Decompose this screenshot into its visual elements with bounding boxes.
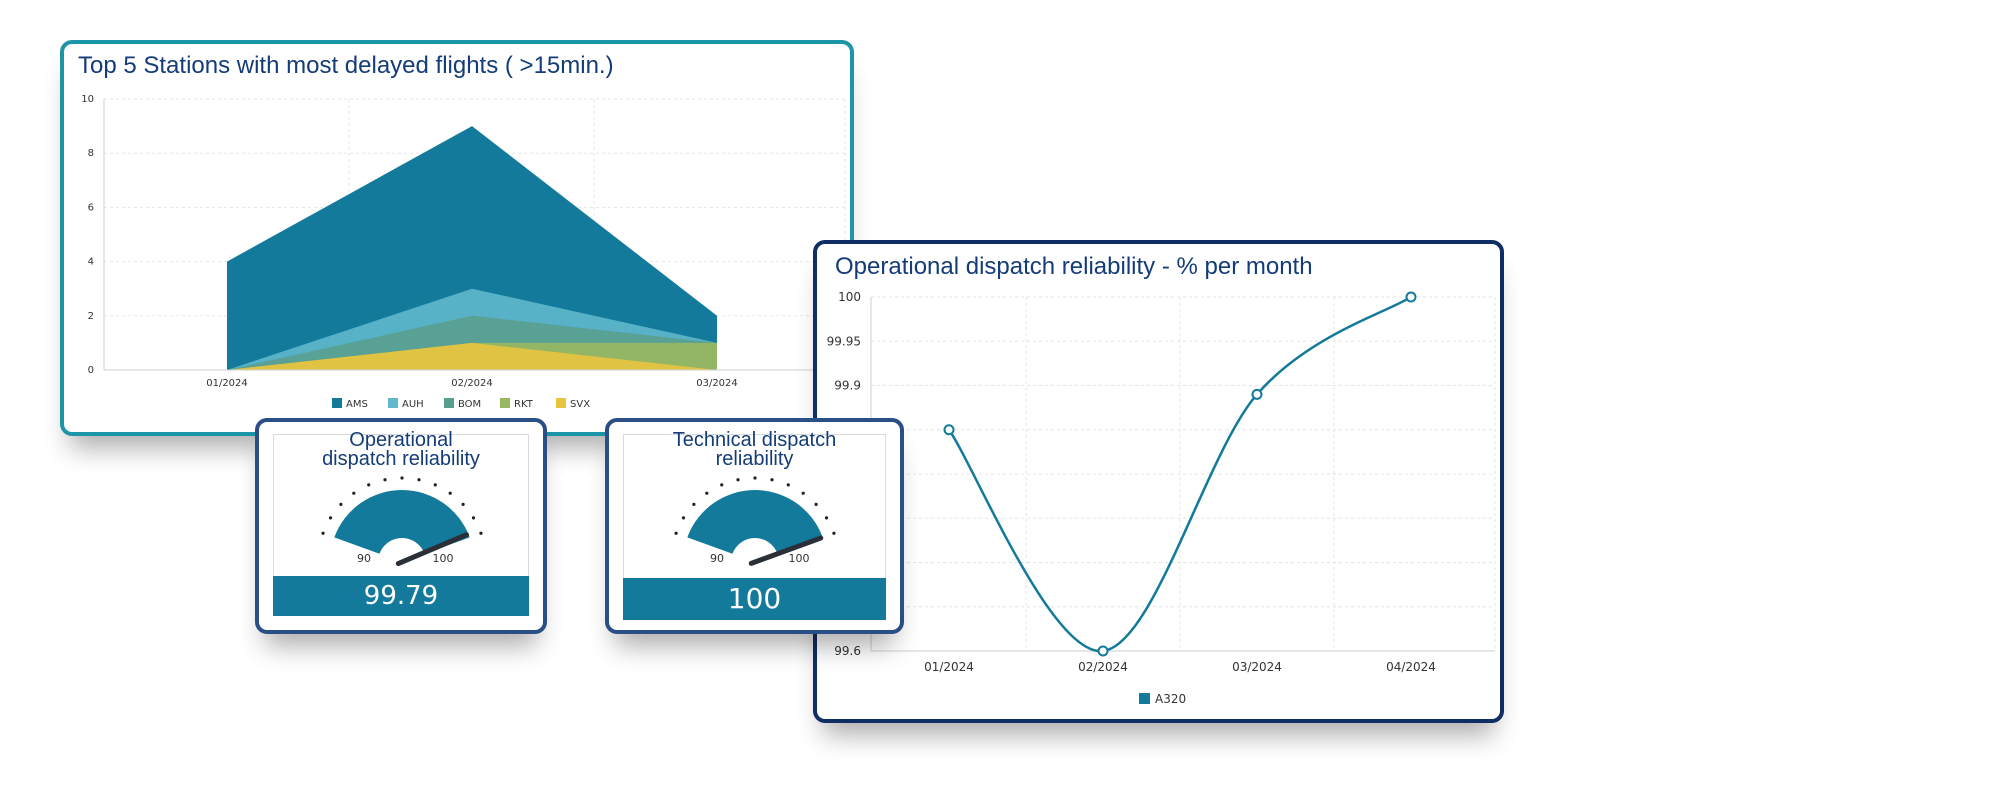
gauge-min-label: 90 <box>357 552 371 565</box>
gauge-tick <box>705 491 709 495</box>
gauge-tick <box>448 491 452 495</box>
gauge-tick <box>786 483 790 487</box>
gauge-tick <box>479 531 483 535</box>
gauge-tick <box>801 491 805 495</box>
data-point <box>1251 388 1263 400</box>
gauge-tick <box>681 516 686 520</box>
gauge-band <box>687 490 823 554</box>
gauge-tick <box>328 516 333 520</box>
area-chart-title: Top 5 Stations with most delayed flights… <box>78 52 614 79</box>
gauge-tick <box>417 478 421 482</box>
area-series-ams <box>227 126 717 370</box>
y-tick-label: 2 <box>88 311 94 322</box>
gauge-tick <box>367 483 371 487</box>
legend-label: AUH <box>402 399 424 410</box>
gauge-tick <box>674 531 678 535</box>
gauge-title-line1: Operational <box>349 429 453 451</box>
y-tick-label: 99.6 <box>834 644 861 658</box>
data-point <box>1097 645 1109 657</box>
legend-swatch-svx <box>556 398 566 408</box>
gauge-title-line2: dispatch reliability <box>322 448 480 470</box>
operational-gauge-card: Operational dispatch reliability 90 100 … <box>255 418 547 634</box>
technical-gauge: 90 100 <box>674 476 836 566</box>
legend-swatch-bom <box>444 398 454 408</box>
gauge-tick <box>814 502 818 506</box>
gauge-tick <box>383 478 387 482</box>
gauge-tick <box>400 476 404 480</box>
y-tick-label: 99.9 <box>834 379 861 393</box>
operational-gauge: 90 100 <box>321 476 483 567</box>
y-tick-label: 10 <box>81 94 94 105</box>
y-tick-label: 100 <box>838 290 861 304</box>
gauge-tick <box>461 502 465 506</box>
legend-swatch-auh <box>388 398 398 408</box>
y-tick-label: 6 <box>88 202 94 213</box>
operational-value: 99.79 <box>273 576 529 616</box>
data-point <box>1405 291 1417 303</box>
y-tick-label: 0 <box>88 365 94 376</box>
legend-swatch-ams <box>332 398 342 408</box>
line-chart-title: Operational dispatch reliability - % per… <box>835 253 1313 280</box>
line-chart: 99.6 99.9 99.95 100 01/2024 02/2024 03/2024 04/… <box>827 290 1496 706</box>
gauge-title-line2: reliability <box>715 448 794 470</box>
area-series-svx <box>227 342 717 370</box>
gauge-max-label: 100 <box>789 552 810 565</box>
gauge-tick <box>753 476 757 480</box>
x-tick-label: 04/2024 <box>1386 660 1436 674</box>
gauge-needle <box>748 535 824 566</box>
gauge-tick <box>321 531 325 535</box>
legend-swatch-a320 <box>1139 693 1150 704</box>
y-tick-label: 99.95 <box>827 334 861 348</box>
technical-value: 100 <box>623 578 886 620</box>
legend-swatch-rkt <box>500 398 510 408</box>
technical-gauge-card: Technical dispatch reliability 90 100 10… <box>605 418 904 634</box>
gauge-title-line1: Technical dispatch <box>672 429 837 451</box>
gauge-tick <box>692 502 696 506</box>
gauge-tick <box>471 516 476 520</box>
gauge-tick <box>832 531 836 535</box>
gauge-tick <box>720 483 724 487</box>
gauge-tick <box>736 478 740 482</box>
y-tick-label: 8 <box>88 148 94 159</box>
legend-label: A320 <box>1155 692 1186 706</box>
gauge-band <box>334 490 470 554</box>
x-tick-label: 02/2024 <box>451 378 493 389</box>
x-tick-label: 01/2024 <box>924 660 974 674</box>
legend-label: BOM <box>458 399 481 410</box>
legend-label: RKT <box>514 399 534 410</box>
gauge-tick <box>339 502 343 506</box>
data-point <box>943 424 955 436</box>
gauge-tick <box>433 483 437 487</box>
gauge-tick <box>770 478 774 482</box>
reliability-line-card: Operational dispatch reliability - % per… <box>813 240 1504 723</box>
gauge-needle <box>395 532 469 567</box>
x-tick-label: 01/2024 <box>206 378 248 389</box>
legend-label: SVX <box>570 399 590 410</box>
x-tick-label: 03/2024 <box>696 378 738 389</box>
gauge-tick <box>824 516 829 520</box>
y-tick-label: 4 <box>88 257 94 268</box>
x-tick-label: 02/2024 <box>1078 660 1128 674</box>
x-tick-label: 03/2024 <box>1232 660 1282 674</box>
line-series-a320 <box>947 295 1412 653</box>
area-chart: 0 2 4 6 8 10 01/2024 02/2024 03/2024 AMS AUH BOM RKT… <box>81 94 846 410</box>
legend-label: AMS <box>346 399 368 410</box>
gauge-tick <box>352 491 356 495</box>
stations-delay-card: Top 5 Stations with most delayed flights… <box>60 40 854 436</box>
gauge-max-label: 100 <box>433 552 454 565</box>
gauge-min-label: 90 <box>710 552 724 565</box>
